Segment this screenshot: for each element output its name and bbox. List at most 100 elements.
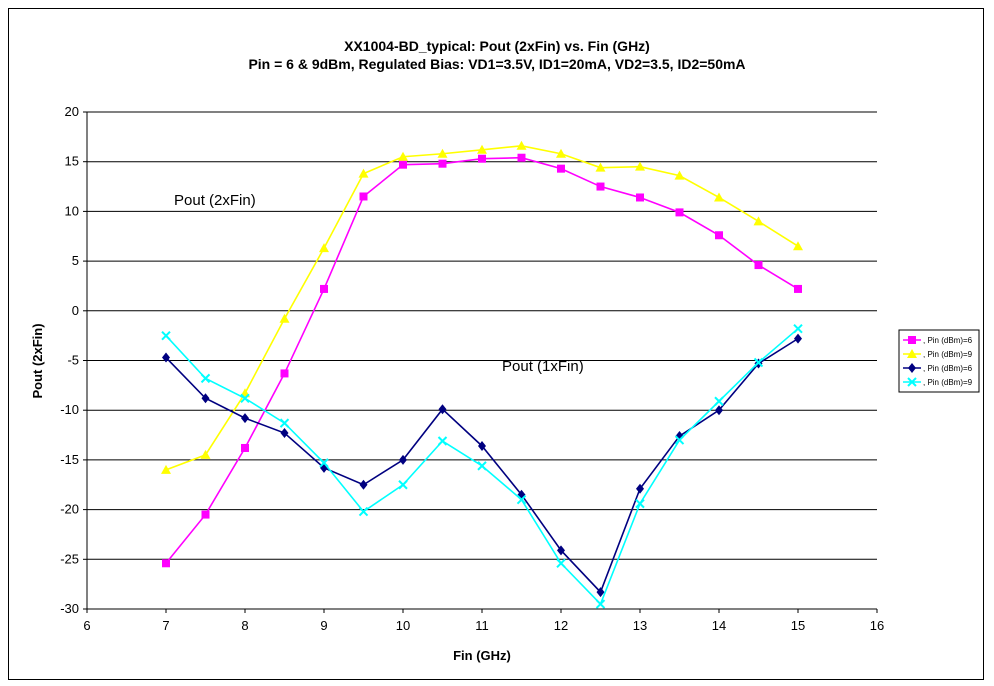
data-point (359, 479, 368, 490)
data-point (438, 404, 447, 415)
x-tick-label: 9 (320, 618, 327, 633)
y-tick-label: 5 (72, 253, 79, 268)
data-point (793, 323, 803, 334)
data-point (635, 498, 645, 509)
data-point (162, 352, 170, 363)
data-point (398, 151, 408, 161)
data-point (201, 510, 210, 519)
data-point (754, 261, 763, 270)
legend-label: , Pin (dBm)=9 (923, 350, 973, 359)
x-tick-label: 11 (475, 618, 489, 633)
data-point (200, 449, 211, 459)
tick-labels: 20 15 10 5 0 -5 -10 -15 -20 -25 -30 6 7 8 9 10 11 12 13 14 1… (60, 104, 884, 633)
chart-title: XX1004-BD_typical: Pout (2xFin) vs. Fin … (344, 38, 650, 54)
y-axis-label: Pout (2xFin) (30, 323, 45, 398)
data-point (241, 413, 249, 424)
marker-stroke (674, 435, 685, 445)
marker-stroke (240, 393, 250, 403)
y-tick-label: -15 (60, 452, 79, 467)
data-point (319, 458, 329, 468)
data-point (714, 192, 724, 202)
data-point (556, 558, 566, 568)
data-point (794, 333, 802, 344)
marker-stroke (714, 396, 724, 406)
data-point (200, 373, 211, 384)
series-4 (161, 323, 803, 609)
x-tick-label: 7 (162, 618, 169, 633)
x-tick-label: 14 (712, 618, 726, 633)
data-point (161, 330, 171, 341)
legend-label: , Pin (dBm)=9 (923, 378, 973, 387)
data-point (636, 483, 644, 494)
data-point (279, 313, 290, 323)
data-point (675, 208, 684, 217)
marker-stroke (516, 494, 527, 505)
data-point (477, 461, 487, 471)
data-point (674, 435, 685, 445)
x-tick-label: 6 (83, 618, 90, 633)
legend-label: , Pin (dBm)=6 (923, 336, 973, 345)
chart-frame: XX1004-BD_typical: Pout (2xFin) vs. Fin … (8, 8, 984, 680)
data-point (596, 182, 605, 191)
data-point (753, 216, 764, 226)
y-tick-label: -30 (60, 601, 79, 616)
data-point (478, 154, 486, 163)
data-point (516, 494, 527, 505)
data-point (636, 193, 644, 202)
series-layer (161, 140, 803, 609)
marker-stroke (753, 357, 764, 368)
marker-stroke (200, 373, 211, 384)
data-point (516, 140, 527, 150)
x-tick-label: 15 (791, 618, 805, 633)
data-point (596, 587, 605, 598)
marker-stroke (595, 599, 606, 609)
legend-entry-1: , Pin (dBm)=6 (903, 336, 973, 345)
data-point (438, 159, 447, 168)
data-point (557, 545, 565, 556)
data-point (715, 231, 723, 240)
marker-stroke (793, 323, 803, 334)
data-point (240, 393, 250, 403)
legend-swatch-marker (907, 349, 917, 358)
data-point (714, 396, 724, 406)
data-point (280, 428, 289, 439)
data-point (556, 148, 566, 158)
data-point (162, 559, 170, 568)
data-point (399, 160, 407, 169)
data-point (437, 436, 448, 446)
data-point (674, 170, 685, 180)
x-tick-label: 10 (396, 618, 410, 633)
data-point (794, 284, 802, 293)
legend-swatch-marker (907, 377, 917, 387)
data-point (161, 464, 171, 474)
marker-stroke (635, 498, 645, 509)
y-tick-label: 20 (65, 104, 79, 119)
data-point (201, 393, 210, 404)
data-point (478, 440, 486, 451)
x-axis-label: Fin (GHz) (453, 648, 511, 663)
x-tick-label: 8 (241, 618, 248, 633)
data-point (557, 164, 565, 173)
marker-stroke (358, 506, 369, 517)
legend: , Pin (dBm)=6 , Pin (dBm)=9 , Pin (dBm)=6,… (898, 329, 980, 393)
marker-stroke (556, 558, 566, 568)
marker-stroke (398, 480, 408, 490)
annotation-1xfin: Pout (1xFin) (502, 358, 584, 375)
data-point (715, 405, 723, 416)
data-point (753, 357, 764, 368)
marker-stroke (907, 377, 917, 387)
data-point (595, 162, 606, 172)
y-tick-label: 0 (72, 303, 79, 318)
data-point (517, 153, 526, 162)
data-point (280, 369, 289, 378)
y-tick-label: -10 (60, 402, 79, 417)
data-point (635, 161, 645, 171)
chart-subtitle: Pin = 6 & 9dBm, Regulated Bias: VD1=3.5V… (248, 56, 746, 72)
y-tick-label: -25 (60, 551, 79, 566)
data-point (595, 599, 606, 609)
x-tick-label: 12 (554, 618, 568, 633)
marker-stroke (477, 461, 487, 471)
y-tick-label: 15 (65, 154, 79, 169)
marker-stroke (279, 418, 290, 428)
